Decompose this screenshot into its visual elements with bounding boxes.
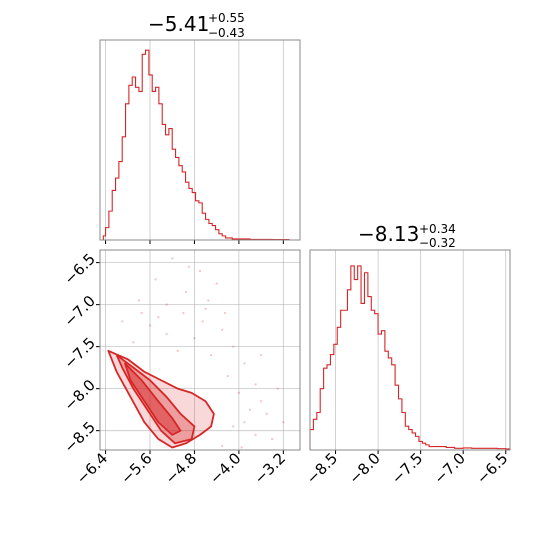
panel-bottom-right-tick-label-x: −8.0 <box>345 449 383 487</box>
scatter-point <box>132 341 135 344</box>
contour-inner <box>124 362 182 436</box>
top-histogram-title: −5.41 <box>148 12 209 36</box>
panel-bottom-right-tick-label-x: −7.5 <box>388 449 426 487</box>
scatter-point <box>154 278 157 281</box>
scatter-point <box>282 421 285 424</box>
panel-bottom-left-tick-label-x: −3.2 <box>251 449 289 487</box>
scatter-point <box>209 353 213 357</box>
scatter-point <box>271 437 274 441</box>
scatter-point <box>254 433 257 437</box>
right-histogram-title: −8.13 <box>358 222 419 246</box>
scatter-point <box>176 349 179 353</box>
scatter-point <box>243 421 246 424</box>
right-histogram-title-upper: +0.34 <box>419 222 456 236</box>
scatter-point <box>237 391 241 395</box>
scatter-point <box>148 324 152 327</box>
scatter-point <box>165 303 168 306</box>
scatter-point <box>226 374 229 378</box>
scatter-point <box>248 408 252 411</box>
scatter-point <box>221 328 224 332</box>
panel-bottom-right-histogram-step <box>309 265 510 451</box>
top-histogram-title-upper: +0.55 <box>208 11 245 25</box>
scatter-point <box>121 320 124 323</box>
panel-bottom-right-frame <box>309 249 511 451</box>
scatter-point <box>223 311 227 315</box>
contour-tick-label-y: −6.5 <box>60 250 98 288</box>
scatter-point <box>201 320 204 323</box>
scatter-point <box>240 446 243 449</box>
panel-bottom-right-tick-label-x: −6.5 <box>473 449 511 487</box>
bottom-left-contour-panel: −6.4 −5.6 −4.8 −4.0 −3.2 −6.5 −7.0 −7.5 −8.0 −8.5 <box>60 249 301 488</box>
scatter-point <box>165 332 168 336</box>
panel-bottom-left-tick-label-x: −4.8 <box>162 449 200 487</box>
scatter-point <box>182 311 185 315</box>
contour-frame <box>99 249 301 451</box>
scatter-point <box>276 387 279 390</box>
contour-tick-label-y: −8.5 <box>60 418 98 456</box>
contour-tick-label-y: −8.0 <box>60 376 98 414</box>
scatter-point <box>171 257 174 260</box>
top-histogram-title-lower: −0.43 <box>208 26 245 40</box>
panel-bottom-left-tick-label-x: −4.0 <box>206 449 244 487</box>
bottom-right-histogram-panel: −8.5 −8.0 −7.5 −7.0 −6.5 <box>303 249 511 488</box>
scatter-point <box>221 444 224 447</box>
scatter-point <box>140 311 143 315</box>
panel-bottom-left-tick-label-x: −5.6 <box>117 449 155 487</box>
contour-tick-label-y: −7.5 <box>60 334 98 372</box>
right-histogram-title-lower: −0.32 <box>419 236 456 250</box>
scatter-point <box>184 290 188 294</box>
panel-top-left-histogram-step <box>100 49 300 241</box>
panel-bottom-right-tick-label-x: −8.5 <box>303 449 341 487</box>
scatter-point <box>157 316 160 319</box>
scatter-point <box>265 412 268 416</box>
panel-bottom-left-tick-label-x: −6.4 <box>73 449 111 487</box>
scatter-point <box>198 269 202 273</box>
scatter-point <box>232 345 235 348</box>
scatter-point <box>243 362 246 365</box>
scatter-point <box>259 353 263 357</box>
contour-tick-label-y: −7.0 <box>60 292 98 330</box>
top-left-histogram-panel <box>99 39 301 244</box>
scatter-point <box>254 383 257 386</box>
scatter-point <box>193 337 196 340</box>
scatter-point <box>259 400 263 403</box>
panel-top-left-frame <box>99 39 301 241</box>
scatter-point <box>137 299 141 302</box>
scatter-point <box>232 425 235 428</box>
scatter-point <box>187 265 191 269</box>
scatter-point <box>204 307 207 311</box>
scatter-point <box>207 299 210 302</box>
title1-main: −5.41 <box>148 12 209 36</box>
scatter-point <box>215 282 218 285</box>
panel-bottom-right-tick-label-x: −7.0 <box>430 449 468 487</box>
